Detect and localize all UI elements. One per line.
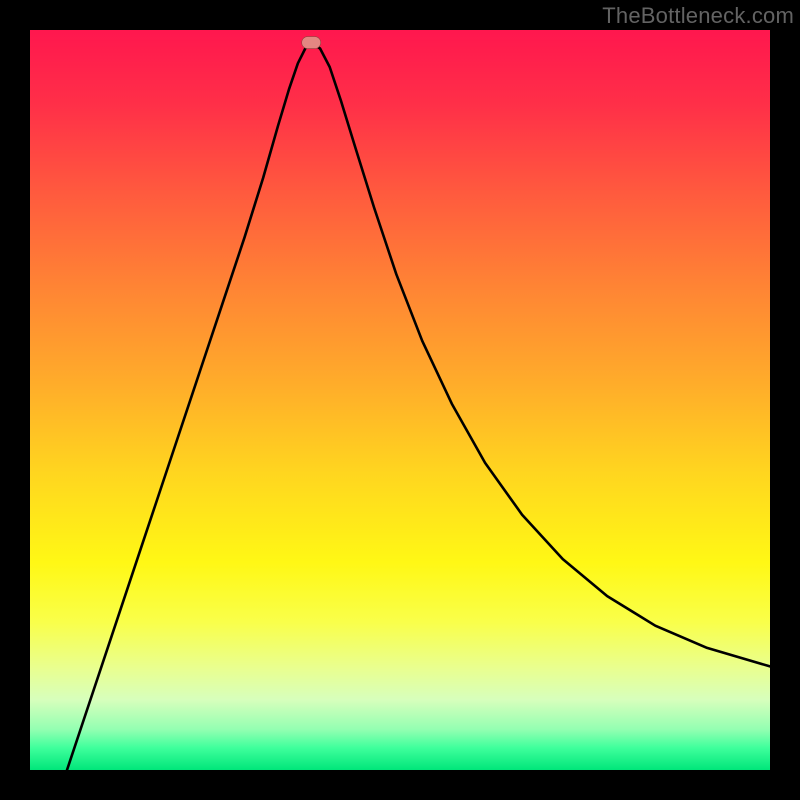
gradient-background	[30, 30, 770, 770]
watermark-text: TheBottleneck.com	[602, 3, 794, 29]
chart-container: TheBottleneck.com	[0, 0, 800, 800]
chart-svg	[0, 0, 800, 800]
optimum-marker	[302, 37, 321, 49]
